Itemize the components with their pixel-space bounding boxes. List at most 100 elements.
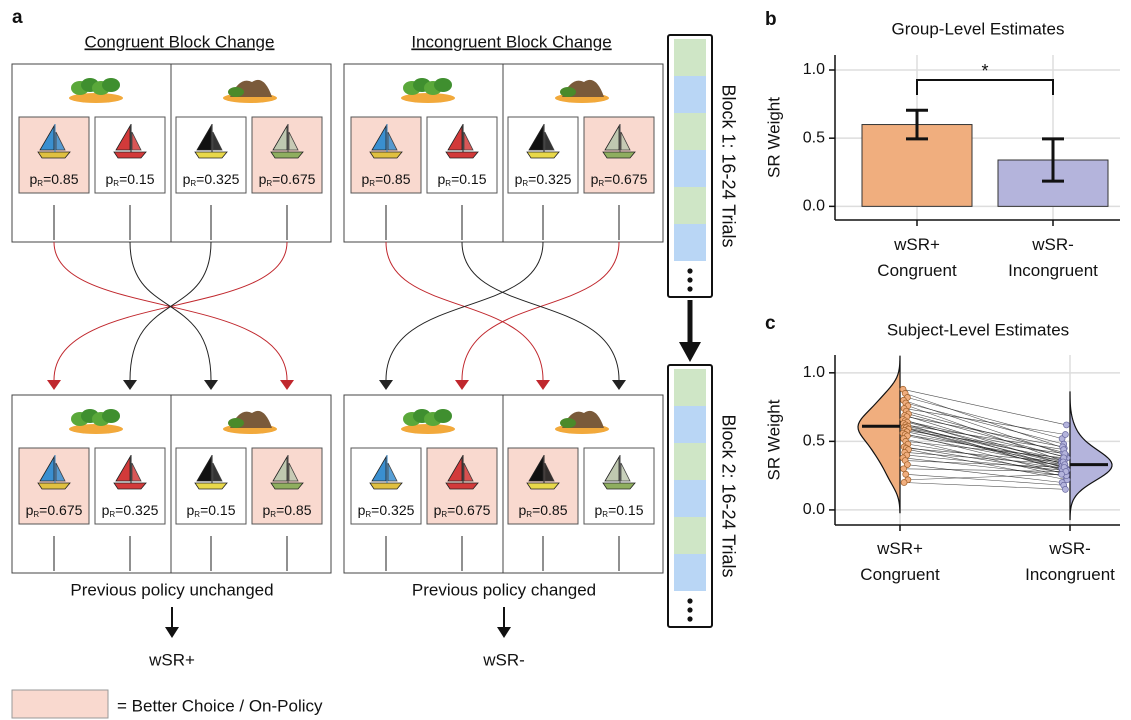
figure: aCongruent Block ChangepR=0.85pR=0.15pR=… <box>0 0 1131 720</box>
panel-label: a <box>12 7 23 28</box>
arrow-head <box>123 380 137 390</box>
significance-label: * <box>981 61 988 81</box>
probability-label: pR=0.85 <box>29 171 78 188</box>
y-tick-label: 1.0 <box>803 364 825 381</box>
prob-symbol: p <box>26 502 34 518</box>
boat-hull <box>271 483 303 489</box>
chart-title: Subject-Level Estimates <box>887 320 1069 339</box>
prob-equals: = <box>608 502 616 518</box>
island-tree <box>228 87 244 97</box>
subject-point <box>903 471 909 477</box>
boat-hull <box>446 483 478 489</box>
transition-curve <box>386 242 543 380</box>
boat-hull <box>114 483 146 489</box>
prob-value: 0.15 <box>127 171 154 187</box>
arrow-head <box>280 380 294 390</box>
boat-hull <box>271 152 303 158</box>
trial-stripe <box>674 443 706 480</box>
subject-point <box>1062 432 1068 438</box>
island-tree <box>102 78 120 92</box>
condition-title: Incongruent Block Change <box>411 32 611 51</box>
prob-equals: = <box>447 502 455 518</box>
ellipsis-dot <box>687 607 692 612</box>
estimate-label: wSR- <box>482 650 525 669</box>
x-tick-label: wSR-Incongruent <box>1025 539 1115 584</box>
arrow-head <box>47 380 61 390</box>
arrow-head <box>379 380 393 390</box>
prob-equals: = <box>276 502 284 518</box>
ellipsis-dot <box>687 616 692 621</box>
prob-equals: = <box>196 171 204 187</box>
subject-point <box>1059 471 1065 477</box>
estimate-label: wSR+ <box>148 650 195 669</box>
transition-curve <box>54 242 287 380</box>
panel-label: b <box>765 9 777 30</box>
boat-hull <box>603 152 635 158</box>
arrow-head <box>536 380 550 390</box>
prob-symbol: p <box>434 502 442 518</box>
prob-equals: = <box>532 502 540 518</box>
trial-stripe <box>674 39 706 76</box>
boat-hull <box>38 152 70 158</box>
prob-symbol: p <box>186 502 194 518</box>
probability-label: pR=0.85 <box>518 502 567 519</box>
prob-value: 0.15 <box>616 502 643 518</box>
block-label: Block 2: 16-24 Trials <box>718 414 738 577</box>
probability-label: pR=0.15 <box>437 171 486 188</box>
island-tree <box>560 87 576 97</box>
prob-equals: = <box>272 171 280 187</box>
prob-equals: = <box>375 171 383 187</box>
subject-line <box>903 389 1066 425</box>
prob-value: 0.325 <box>204 171 239 187</box>
subject-line <box>906 425 1064 450</box>
outcome-arrow-head <box>497 627 511 638</box>
subject-point <box>901 466 907 472</box>
boat-hull <box>446 152 478 158</box>
y-tick-label: 0.0 <box>803 501 825 518</box>
probability-label: pR=0.15 <box>105 171 154 188</box>
prob-equals: = <box>119 171 127 187</box>
prob-value: 0.675 <box>612 171 647 187</box>
prob-value: 0.85 <box>51 171 78 187</box>
x-tick-label: wSR-Incongruent <box>1008 235 1098 280</box>
boat-hull <box>370 152 402 158</box>
outcome-arrow-head <box>165 627 179 638</box>
prob-equals: = <box>115 502 123 518</box>
prob-value: 0.85 <box>284 502 311 518</box>
block-arrow-head <box>679 342 701 362</box>
trial-stripe <box>674 113 706 150</box>
trial-stripe <box>674 517 706 554</box>
prob-symbol: p <box>594 502 602 518</box>
x-tick-label: wSR+Congruent <box>877 235 957 280</box>
prob-value: 0.675 <box>280 171 315 187</box>
panel-label: c <box>765 313 776 334</box>
trial-stripe <box>674 406 706 443</box>
chart-title: Group-Level Estimates <box>892 19 1065 38</box>
island-tree <box>228 418 244 428</box>
transition-curve <box>386 242 543 380</box>
y-tick-label: 0.5 <box>803 433 825 450</box>
trial-stripe <box>674 554 706 591</box>
boat-hull <box>527 152 559 158</box>
transition-curve <box>462 242 619 380</box>
probability-label: pR=0.15 <box>186 502 235 519</box>
prob-equals: = <box>43 171 51 187</box>
prob-equals: = <box>604 171 612 187</box>
island-tree <box>434 409 452 423</box>
prob-value: 0.85 <box>383 171 410 187</box>
prob-symbol: p <box>361 171 369 187</box>
ellipsis-dot <box>687 277 692 282</box>
prob-symbol: p <box>591 171 599 187</box>
trial-stripe <box>674 150 706 187</box>
page: {"panel_a": { "label": "a", "prob_symbol… <box>0 0 1131 720</box>
ellipsis-dot <box>687 598 692 603</box>
prob-value: 0.325 <box>379 502 414 518</box>
outcome-label: Previous policy unchanged <box>70 580 273 599</box>
y-tick-label: 0.0 <box>803 198 825 215</box>
prob-equals: = <box>39 502 47 518</box>
trial-stripe <box>674 480 706 517</box>
transition-curve <box>54 242 287 380</box>
prob-symbol: p <box>183 171 191 187</box>
transition-curve <box>462 242 619 380</box>
island-tree <box>434 78 452 92</box>
